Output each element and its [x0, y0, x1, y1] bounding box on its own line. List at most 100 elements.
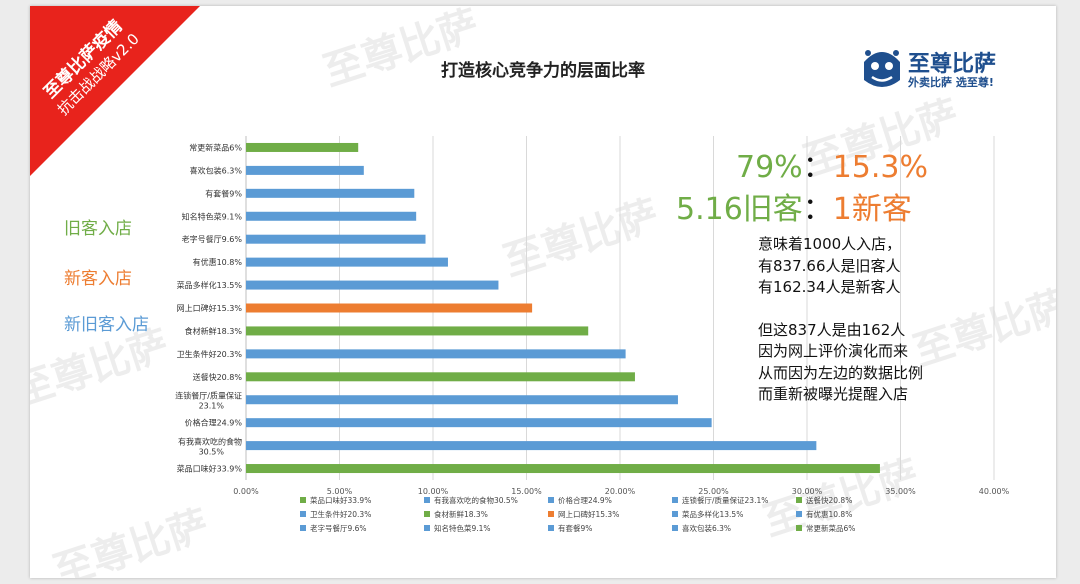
explanation-line: 而重新被曝光提醒入店	[758, 385, 909, 403]
category-label: 菜品口味好33.9%	[177, 464, 243, 474]
legend-entry: 知名特色菜9.1%	[434, 523, 491, 533]
legend-entry: 有套餐9%	[558, 523, 592, 533]
legend-entry: 有我喜欢吃的食物30.5%	[434, 495, 518, 505]
legend-swatch	[300, 511, 306, 517]
legend-swatch	[796, 525, 802, 531]
bar	[246, 234, 426, 244]
legend-group-old: 旧客入店	[64, 219, 132, 239]
explanation-line: 有837.66人是旧客人	[758, 256, 901, 275]
category-label: 食材新鲜18.3%	[185, 326, 243, 336]
legend-entry: 食材新鲜18.3%	[434, 509, 488, 519]
x-tick-label: 0.00%	[233, 487, 259, 496]
legend-entry: 喜欢包装6.3%	[682, 523, 731, 533]
legend-swatch	[796, 497, 802, 503]
new-customer-ratio: 1	[832, 192, 852, 227]
x-tick-label: 25.00%	[698, 487, 729, 496]
legend-entry: 常更新菜品6%	[806, 523, 855, 533]
ratio-count: 5.16旧客：1新客	[676, 184, 912, 228]
category-label: 有套餐9%	[205, 188, 242, 198]
new-customer-word: 新客	[851, 192, 912, 227]
ratio-percent: 79%：15.3%	[736, 142, 928, 186]
bar	[246, 395, 678, 405]
brand-logo: 至尊比萨 外卖比萨 选至尊!	[860, 44, 1050, 96]
new-customer-percent: 15.3%	[832, 150, 928, 185]
legend-group-new: 新客入店	[64, 269, 132, 289]
category-label: 23.1%	[199, 402, 225, 411]
legend-swatch	[300, 497, 306, 503]
corner-ribbon: 至尊比萨疫情 抗击战战略v2.0	[30, 6, 200, 176]
category-label: 有我喜欢吃的食物	[178, 437, 242, 447]
explanation-text: 意味着1000人入店， 有837.66人是旧客人 有162.34人是新客人 但这…	[758, 234, 923, 406]
bar	[246, 211, 417, 221]
explanation-line: 意味着1000人入店，	[758, 235, 902, 253]
legend-swatch	[424, 497, 430, 503]
category-label: 价格合理24.9%	[185, 418, 243, 428]
bar	[246, 326, 589, 336]
bar	[246, 372, 635, 382]
bar	[246, 349, 626, 359]
category-label: 有优惠10.8%	[193, 257, 243, 267]
brand-name: 至尊比萨	[908, 52, 997, 77]
brand-slogan: 外卖比萨 选至尊!	[908, 76, 994, 89]
category-label: 30.5%	[199, 448, 225, 457]
legend-swatch	[548, 497, 554, 503]
legend-entry: 菜品口味好33.9%	[310, 495, 371, 505]
x-tick-label: 20.00%	[605, 487, 636, 496]
category-label: 卫生条件好20.3%	[177, 349, 243, 359]
category-label: 老字号餐厅9.6%	[182, 234, 243, 244]
legend-entry: 有优惠10.8%	[806, 509, 852, 519]
old-customer-word: 旧客	[742, 192, 803, 227]
category-label: 常更新菜品6%	[189, 142, 242, 152]
legend-entry: 网上口碑好15.3%	[558, 509, 619, 519]
category-label: 网上口碑好15.3%	[177, 303, 243, 313]
x-tick-label: 10.00%	[418, 487, 449, 496]
legend-entry: 卫生条件好20.3%	[310, 509, 371, 519]
bar	[246, 280, 499, 290]
x-tick-label: 30.00%	[792, 487, 823, 496]
bar	[246, 418, 712, 428]
bar	[246, 441, 817, 451]
pizza-mascot-icon	[864, 50, 900, 87]
legend-swatch	[672, 497, 678, 503]
ratio-separator: ：	[802, 150, 833, 185]
x-tick-label: 5.00%	[327, 487, 353, 496]
legend-swatch	[548, 511, 554, 517]
explanation-line: 但这837人是由162人	[758, 320, 906, 339]
old-customer-ratio: 5.16	[676, 192, 743, 227]
slide-title: 打造核心竞争力的层面比率	[441, 61, 645, 81]
bar-chart: 0.00% 5.00% 10.00% 15.00% 20.00% 25.00% 30.00%…	[175, 136, 1010, 533]
legend-entry: 送餐快20.8%	[806, 495, 852, 505]
bar	[246, 303, 533, 313]
x-tick-label: 40.00%	[979, 487, 1010, 496]
category-label: 连锁餐厅/质量保证	[175, 391, 242, 401]
category-label: 知名特色菜9.1%	[182, 211, 243, 221]
bar	[246, 464, 880, 474]
old-customer-percent: 79%	[736, 150, 803, 185]
explanation-line: 从而因为左边的数据比例	[758, 363, 924, 382]
legend-swatch	[424, 525, 430, 531]
slide: 至尊比萨 至尊比萨 至尊比萨 至尊比萨 至尊比萨 至尊比萨 至尊比萨 至尊比萨疫…	[30, 6, 1056, 578]
legend-entry: 菜品多样化13.5%	[682, 509, 743, 519]
legend-swatch	[424, 511, 430, 517]
x-tick-label: 15.00%	[511, 487, 542, 496]
explanation-line: 因为网上评价演化而来	[758, 342, 909, 360]
bar	[246, 142, 359, 152]
ratio-separator: ：	[802, 192, 833, 227]
bar	[246, 165, 364, 175]
legend-entry: 老字号餐厅9.6%	[310, 523, 367, 533]
explanation-line: 有162.34人是新客人	[758, 278, 901, 296]
legend-entry: 价格合理24.9%	[558, 495, 612, 505]
category-label: 送餐快20.8%	[193, 372, 243, 382]
legend-swatch	[672, 525, 678, 531]
bar	[246, 188, 415, 198]
category-label: 喜欢包装6.3%	[190, 165, 243, 175]
x-tick-label: 35.00%	[885, 487, 916, 496]
legend-swatch	[300, 525, 306, 531]
legend-swatch	[548, 525, 554, 531]
category-label: 菜品多样化13.5%	[177, 280, 243, 290]
legend-group-both: 新旧客入店	[64, 315, 149, 335]
legend-entry: 连锁餐厅/质量保证23.1%	[682, 495, 768, 505]
legend-swatch	[672, 511, 678, 517]
ribbon-background	[30, 6, 200, 176]
bar	[246, 257, 448, 267]
